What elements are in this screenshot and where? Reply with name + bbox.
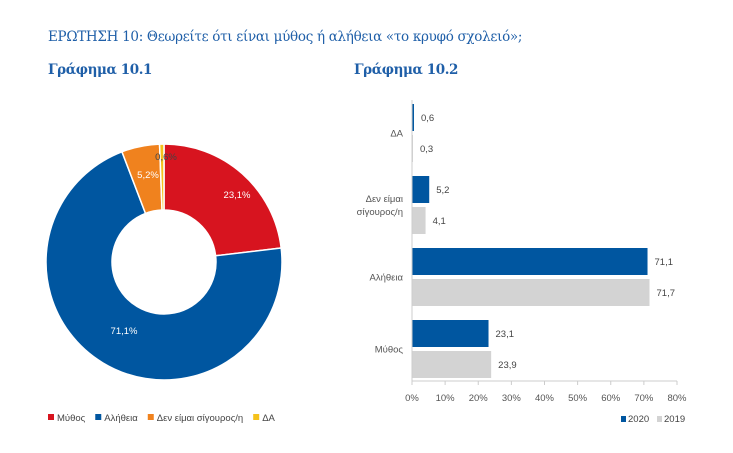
legend-swatch-1 (95, 414, 102, 420)
bar-2019-2 (412, 279, 650, 306)
legend-label-3: ΔΑ (262, 413, 275, 424)
x-tick-label-5: 50% (568, 393, 588, 404)
category-label-0: ΔΑ (390, 129, 403, 140)
bar-2020-3 (412, 320, 489, 347)
donut-label-3: 0,6% (155, 152, 177, 163)
x-tick-label-3: 30% (502, 393, 522, 404)
legend-swatch-2 (147, 414, 154, 420)
bar-label-2019-0: 0,3 (420, 144, 433, 155)
donut-label-0: 23,1% (224, 190, 251, 201)
donut-label-1: 71,1% (111, 326, 138, 337)
bar-label-2019-2: 71,7 (657, 288, 676, 299)
x-tick-label-8: 80% (667, 393, 687, 404)
bar-legend-swatch-1 (657, 416, 662, 422)
category-label-3: Μύθος (375, 345, 404, 356)
legend-label-0: Μύθος (57, 413, 86, 424)
question-title: ΕΡΩΤΗΣΗ 10: Θεωρείτε ότι είναι μύθος ή α… (48, 29, 523, 45)
donut-label-2: 5,2% (137, 170, 159, 181)
bar-legend-label-0: 2020 (628, 414, 649, 425)
bar-2019-1 (412, 207, 426, 234)
category-label-1: Δεν είμαι (366, 194, 403, 205)
donut-slice-3 (158, 143, 165, 211)
donut-slice-1 (45, 150, 283, 381)
bar-2019-3 (412, 351, 492, 378)
chart-1-subtitle: Γράφημα 10.1 (48, 62, 153, 78)
bar-label-2020-2: 71,1 (655, 257, 674, 268)
category-label-1: σίγουρος/η (357, 207, 403, 218)
x-tick-label-1: 10% (436, 393, 456, 404)
bar-legend-swatch-0 (621, 416, 626, 422)
donut-slice-0 (163, 143, 282, 257)
x-tick-label-6: 60% (601, 393, 621, 404)
bar-2020-0 (412, 104, 414, 131)
legend-label-1: Αλήθεια (104, 413, 138, 424)
bar-label-2020-1: 5,2 (436, 185, 449, 196)
x-tick-label-0: 0% (405, 393, 419, 404)
bar-label-2019-1: 4,1 (433, 216, 446, 227)
bar-label-2020-0: 0,6 (421, 113, 434, 124)
bar-label-2020-3: 23,1 (496, 329, 515, 340)
legend-swatch-0 (48, 414, 54, 420)
legend-label-2: Δεν είμαι σίγουρος/η (157, 413, 243, 424)
bar-2020-1 (412, 176, 430, 203)
x-tick-label-2: 20% (469, 393, 489, 404)
category-label-2: Αλήθεια (370, 273, 404, 284)
bar-legend-label-1: 2019 (664, 414, 685, 425)
legend-swatch-3 (253, 414, 260, 420)
chart-2-subtitle: Γράφημα 10.2 (354, 62, 459, 78)
bar-2020-2 (412, 248, 648, 275)
bar-label-2019-3: 23,9 (498, 360, 517, 371)
x-tick-label-4: 40% (535, 393, 555, 404)
x-tick-label-7: 70% (634, 393, 654, 404)
